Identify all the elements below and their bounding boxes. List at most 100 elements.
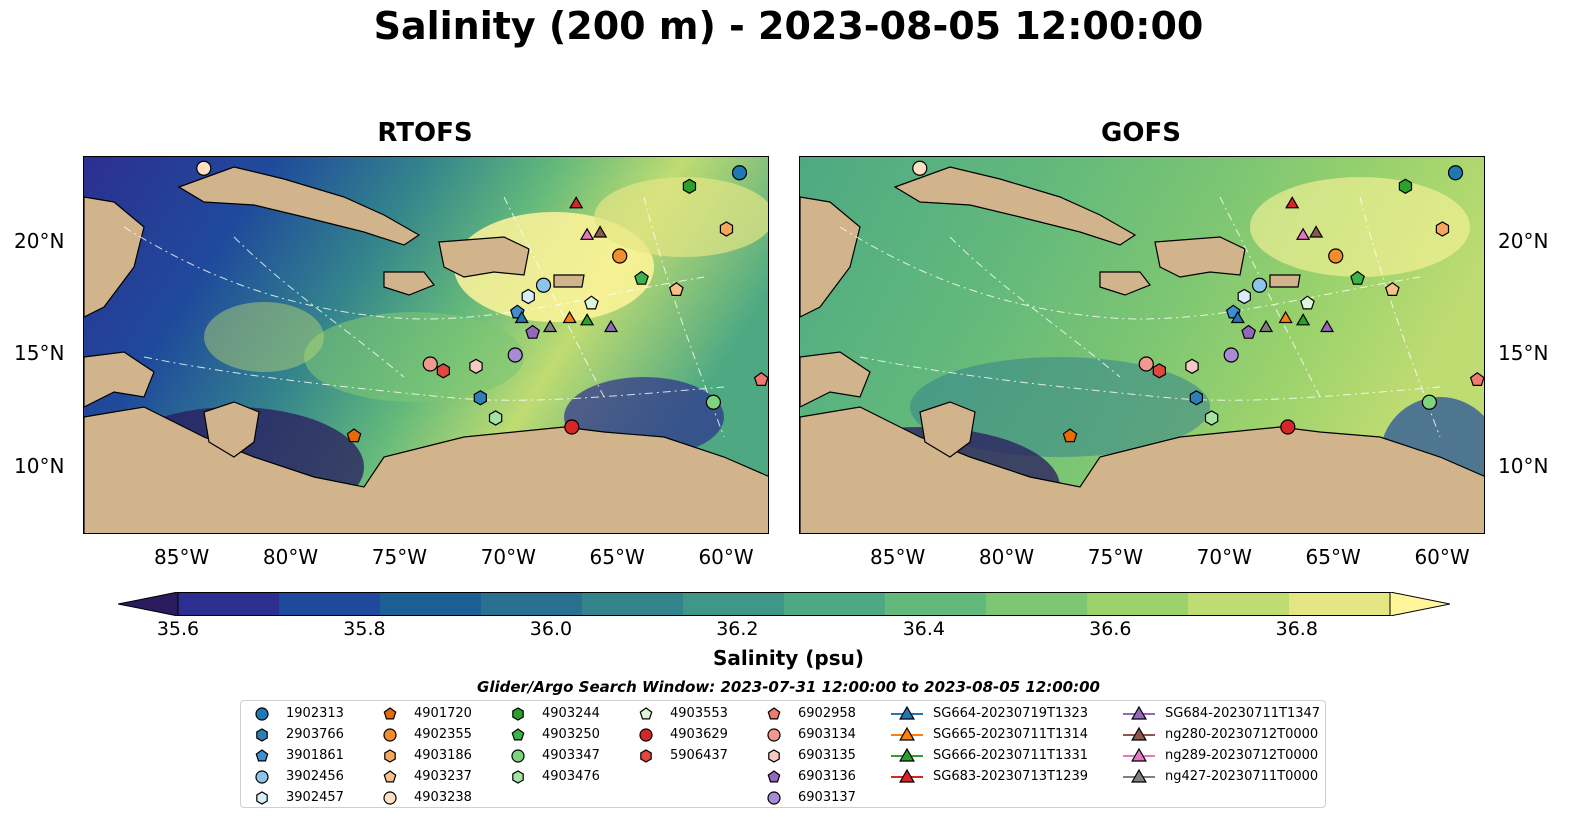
legend-marker bbox=[899, 768, 915, 783]
map-marker-SG664-20230719T1323 bbox=[514, 310, 529, 324]
legend-marker-icon bbox=[512, 770, 524, 784]
colorbar-cell bbox=[1087, 592, 1189, 616]
map-marker-3902456 bbox=[535, 277, 552, 293]
legend-label: SG664-20230719T1323 bbox=[933, 706, 1089, 721]
lon-tick-label: 65°W bbox=[589, 545, 645, 569]
map-marker-2903766 bbox=[473, 390, 487, 406]
legend-label: 1902313 bbox=[286, 706, 344, 721]
colorbar-cell bbox=[178, 592, 280, 616]
lat-tick-label-right: 10°N bbox=[1498, 453, 1549, 478]
map-marker-4903250 bbox=[634, 270, 649, 285]
legend-marker-icon bbox=[255, 749, 269, 762]
legend-label: 4903244 bbox=[542, 706, 600, 721]
legend-marker-icon bbox=[1123, 768, 1155, 783]
map-rtofs bbox=[83, 156, 769, 534]
map-marker-SG684-20230711T1347 bbox=[603, 319, 619, 333]
map-marker-SG684-20230711T1347 bbox=[1319, 319, 1335, 333]
map-marker-ng427-20230711T0000 bbox=[1258, 319, 1274, 333]
map-marker-5906437 bbox=[1152, 363, 1166, 379]
legend-marker-icon bbox=[511, 749, 525, 763]
legend-label: 5906437 bbox=[670, 748, 728, 763]
lat-tick-label-right: 20°N bbox=[1498, 228, 1549, 253]
map-marker-4903238 bbox=[912, 160, 928, 176]
map-marker-3902456 bbox=[1251, 277, 1268, 293]
legend-label: 2903766 bbox=[286, 727, 344, 742]
search-window-text: Glider/Argo Search Window: 2023-07-31 12… bbox=[477, 678, 1100, 696]
salinity-feature bbox=[304, 312, 524, 402]
legend-marker bbox=[255, 770, 269, 784]
legend-marker-icon bbox=[511, 728, 525, 741]
colorbar bbox=[118, 592, 1450, 616]
legend-label: SG666-20230711T1331 bbox=[933, 748, 1089, 763]
legend-marker-icon bbox=[891, 726, 923, 741]
legend-marker-icon bbox=[384, 749, 396, 763]
legend-marker bbox=[767, 770, 781, 783]
map-marker-4903347 bbox=[705, 394, 721, 410]
lon-tick-label: 85°W bbox=[870, 545, 926, 569]
legend-marker bbox=[383, 791, 397, 805]
legend-marker-icon bbox=[891, 768, 923, 783]
map-rtofs-svg bbox=[84, 157, 768, 533]
lon-tick-label: 80°W bbox=[978, 545, 1035, 569]
lon-tick-label: 85°W bbox=[154, 545, 210, 569]
map-marker-4903629 bbox=[564, 419, 580, 435]
legend-label: 3902457 bbox=[286, 790, 344, 805]
legend-marker-icon bbox=[255, 707, 269, 721]
legend-label: SG684-20230711T1347 bbox=[1165, 706, 1321, 721]
lon-tick-label: 60°W bbox=[698, 545, 754, 569]
colorbar-cell bbox=[380, 592, 482, 616]
map-marker-6903136 bbox=[1241, 324, 1257, 339]
legend-marker-icon bbox=[383, 707, 397, 720]
colorbar-cells bbox=[118, 592, 1450, 616]
legend-label: 6902958 bbox=[798, 706, 856, 721]
map-marker-6903134 bbox=[422, 356, 438, 372]
legend-label: 4902355 bbox=[414, 727, 472, 742]
legend-marker-icon bbox=[767, 728, 781, 742]
salinity-feature bbox=[204, 302, 324, 372]
legend-label: 6903135 bbox=[798, 748, 856, 763]
map-marker-4903250 bbox=[1350, 270, 1365, 285]
map-marker-6903136 bbox=[525, 324, 541, 339]
legend-label: 4903476 bbox=[542, 769, 600, 784]
map-marker-1902313 bbox=[1447, 165, 1464, 181]
colorbar-cell bbox=[279, 592, 381, 616]
map-marker-SG683-20230713T1239 bbox=[1285, 196, 1300, 209]
legend-label: ng289-20230712T0000 bbox=[1165, 748, 1319, 763]
legend-marker bbox=[899, 726, 915, 741]
map-marker-4903629 bbox=[1280, 419, 1296, 435]
legend-marker bbox=[512, 770, 524, 784]
map-marker-4903186 bbox=[1435, 221, 1450, 237]
salinity-feature bbox=[910, 357, 1210, 457]
colorbar-extend-high bbox=[1389, 592, 1450, 616]
map-marker-ng280-20230712T0000 bbox=[593, 225, 608, 238]
legend-marker-icon bbox=[639, 707, 653, 720]
map-marker-6902958 bbox=[1469, 372, 1484, 386]
colorbar-cell bbox=[481, 592, 583, 616]
lat-tick-label-right: 15°N bbox=[1498, 341, 1549, 365]
lon-tick-label: 70°W bbox=[480, 545, 536, 569]
map-marker-4902355 bbox=[1328, 248, 1344, 264]
legend-marker-icon bbox=[1123, 747, 1155, 762]
salinity-feature bbox=[594, 177, 768, 257]
legend-marker bbox=[767, 791, 781, 805]
lat-tick-label-left: 10°N bbox=[14, 453, 65, 478]
colorbar-tick-label: 36.4 bbox=[902, 618, 945, 640]
map-marker-4903347 bbox=[1421, 394, 1437, 410]
legend-label: 4903629 bbox=[670, 727, 728, 742]
legend-label: 4903347 bbox=[542, 748, 600, 763]
colorbar-cell bbox=[986, 592, 1088, 616]
legend-label: 4903250 bbox=[542, 727, 600, 742]
colorbar-cell bbox=[1289, 592, 1391, 616]
legend-label: ng280-20230712T0000 bbox=[1165, 727, 1319, 742]
legend-marker-icon bbox=[767, 791, 781, 805]
colorbar-extend-low bbox=[118, 592, 179, 616]
legend: 1902313 2903766 3901861 3902456 3902457 49017… bbox=[240, 700, 1326, 808]
legend-marker bbox=[511, 749, 525, 763]
colorbar-tick-label: 36.2 bbox=[716, 618, 759, 640]
map-marker-ng289-20230712T0000 bbox=[579, 227, 595, 240]
land-rtofs bbox=[84, 166, 768, 533]
lon-tick-label: 75°W bbox=[371, 545, 427, 569]
map-marker-2903766 bbox=[1189, 390, 1203, 406]
legend-marker bbox=[384, 749, 396, 763]
legend-marker bbox=[383, 770, 397, 783]
